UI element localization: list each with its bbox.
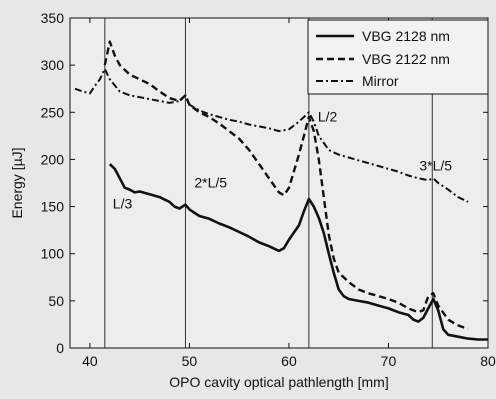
series-line-mirror bbox=[74, 67, 469, 203]
legend-label-vbg-2122: VBG 2122 nm bbox=[362, 51, 450, 67]
y-tick-label: 0 bbox=[56, 340, 64, 356]
y-axis-label: Energy [µJ] bbox=[9, 147, 25, 218]
x-tick-label: 70 bbox=[381, 353, 397, 369]
vertical-marker-label-2-l-5: 2*L/5 bbox=[194, 175, 227, 191]
series-line-vbg-2128-nm bbox=[108, 163, 488, 341]
x-tick-label: 80 bbox=[480, 353, 496, 369]
y-tick-label: 350 bbox=[41, 10, 65, 26]
vertical-marker-label-l-3: L/3 bbox=[113, 195, 133, 211]
vertical-marker-label-3-l-5: 3*L/5 bbox=[419, 158, 452, 174]
vertical-marker-labels: L/3 2*L/5 L/2 3*L/5 bbox=[113, 109, 452, 212]
x-tick-label: 40 bbox=[82, 353, 98, 369]
series-lines bbox=[74, 40, 488, 341]
y-tick-label: 300 bbox=[41, 57, 65, 73]
series-line-vbg-2122-nm bbox=[103, 40, 469, 331]
x-tick-label: 60 bbox=[281, 353, 297, 369]
y-tick-label: 150 bbox=[41, 199, 65, 215]
y-tick-label: 200 bbox=[41, 151, 65, 167]
plot-frame bbox=[69, 17, 489, 349]
x-axis-label: OPO cavity optical pathlength [mm] bbox=[169, 374, 388, 390]
y-tick-label: 100 bbox=[41, 246, 65, 262]
y-tick-label: 50 bbox=[48, 293, 64, 309]
legend-label-vbg-2128: VBG 2128 nm bbox=[362, 28, 450, 44]
legend-label-mirror: Mirror bbox=[362, 73, 399, 89]
x-tick-label: 50 bbox=[182, 353, 198, 369]
axis-ticks: 40 50 60 70 80 0 50 100 150 200 250 300 350 bbox=[41, 10, 496, 369]
y-tick-label: 250 bbox=[41, 104, 65, 120]
legend: VBG 2128 nm VBG 2122 nm Mirror bbox=[307, 19, 489, 95]
vertical-marker-label-l-2: L/2 bbox=[318, 109, 338, 125]
